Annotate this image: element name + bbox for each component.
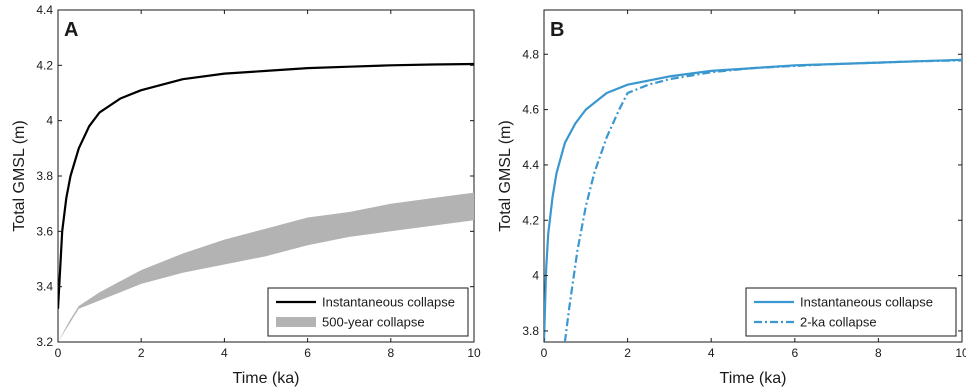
x-tick-label-a: 2 (138, 346, 145, 360)
y-tick-label-b: 4.4 (522, 158, 539, 172)
x-tick-label-a: 4 (221, 346, 228, 360)
legend-a: Instantaneous collapse 500-year collapse (267, 287, 469, 337)
legend-b: Instantaneous collapse 2-ka collapse (745, 287, 957, 337)
panel-a: 0 2 4 6 8 10 3.2 3.4 3.6 3.8 4 4.2 4.4 A Time (ka) T… (11, 3, 481, 387)
axis-ticks-a: 0 2 4 6 8 10 3.2 3.4 3.6 3.8 4 4.2 4.4 (36, 3, 481, 360)
y-tick-label-b: 3.8 (522, 324, 539, 338)
x-tick-label-b: 10 (955, 346, 966, 360)
x-axis-label-a: Time (ka) (233, 370, 300, 387)
y-tick-label-b: 4.2 (522, 213, 539, 227)
series-line-a-0 (58, 62, 474, 309)
y-tick-label-a: 3.4 (36, 280, 53, 294)
x-tick-label-b: 8 (875, 346, 882, 360)
x-tick-label-b: 2 (624, 346, 631, 360)
marks-a (58, 62, 474, 342)
legend-box-a (267, 287, 469, 337)
series-band-a-1 (58, 192, 474, 342)
legend-label-a-1: 500-year collapse (322, 315, 425, 330)
x-tick-label-a: 8 (387, 346, 394, 360)
plot-area-b (543, 9, 963, 343)
clipped-marks-b (544, 58, 962, 342)
panel-letter-a: A (64, 19, 78, 41)
series-line-b-0 (544, 58, 962, 342)
legend-label-a-0: Instantaneous collapse (322, 295, 455, 310)
y-tick-label-a: 3.6 (36, 224, 53, 238)
x-tick-label-b: 4 (708, 346, 715, 360)
panel-letter-b: B (550, 19, 564, 41)
legend-label-b-1: 2-ka collapse (800, 315, 877, 330)
panel-b: 0 2 4 6 8 10 3.8 4 4.2 4.4 4.6 4.8 B Time (ka) Tota… (497, 9, 966, 387)
y-tick-label-a: 3.8 (36, 169, 53, 183)
x-tick-label-a: 6 (304, 346, 311, 360)
marks-b (544, 58, 962, 342)
x-tick-label-a: 10 (467, 346, 481, 360)
y-tick-label-b: 4 (532, 269, 539, 283)
y-tick-label-a: 4.2 (36, 58, 53, 72)
x-axis-label-b: Time (ka) (720, 370, 787, 387)
legend-swatch-a-1 (276, 317, 316, 327)
y-axis-label-b: Total GMSL (m) (497, 120, 514, 231)
y-axis-label-a: Total GMSL (m) (11, 120, 28, 231)
x-tick-label-b: 0 (541, 346, 548, 360)
x-tick-label-a: 0 (55, 346, 62, 360)
axis-ticks-b: 0 2 4 6 8 10 3.8 4 4.2 4.4 4.6 4.8 (522, 10, 966, 360)
y-tick-label-b: 4.8 (522, 47, 539, 61)
legend-label-b-0: Instantaneous collapse (800, 295, 933, 310)
series-line-b-1 (563, 59, 962, 342)
x-tick-label-b: 6 (791, 346, 798, 360)
y-tick-label-a: 4.4 (36, 3, 53, 17)
y-tick-label-a: 4 (46, 114, 53, 128)
y-tick-label-a: 3.2 (36, 335, 53, 349)
legend-box-b (745, 287, 957, 337)
clipped-marks-a (58, 62, 474, 342)
y-tick-label-b: 4.6 (522, 103, 539, 117)
